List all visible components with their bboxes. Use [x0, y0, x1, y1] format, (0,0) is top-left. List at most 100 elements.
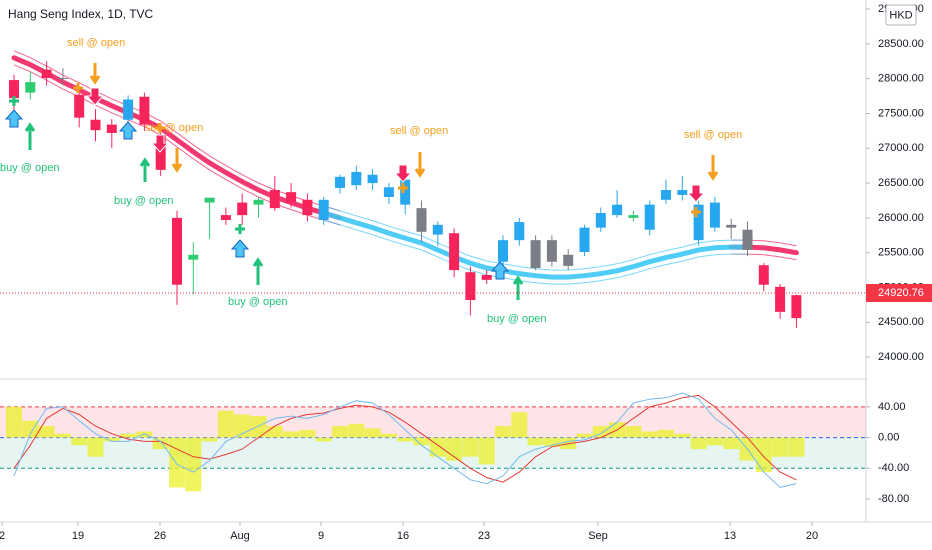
chart-title: Hang Seng Index, 1D, TVC: [8, 7, 154, 21]
annotation-arrow: [512, 275, 524, 300]
candle-body: [612, 204, 623, 216]
histogram-bar: [364, 428, 381, 438]
annotation: sell @ open: [67, 37, 125, 49]
histogram-bar: [185, 437, 202, 492]
histogram-bar: [283, 431, 300, 438]
annotation-arrow: [707, 155, 719, 181]
y-tick-label: -80.00: [878, 493, 909, 505]
histogram-bar: [22, 420, 39, 438]
candle-body: [726, 224, 737, 228]
candle-body: [595, 213, 606, 228]
cross-marker: [235, 224, 245, 234]
candle-body: [530, 240, 541, 269]
candle-body: [742, 229, 753, 250]
cross-marker: [73, 83, 83, 93]
x-tick-label: Aug: [230, 530, 250, 542]
currency-label[interactable]: HKD: [889, 9, 912, 21]
candle-body: [269, 190, 280, 209]
candle-body: [498, 240, 508, 262]
x-tick-label: 26: [154, 530, 166, 542]
candle-body: [351, 171, 362, 186]
histogram-bar: [103, 437, 120, 442]
candle-body: [400, 179, 411, 205]
histogram-bar: [543, 437, 560, 447]
x-tick-label: 20: [806, 530, 818, 542]
candle-body: [155, 135, 166, 170]
annotation: sell @ open: [684, 129, 742, 141]
y-tick-label: 27500.00: [878, 107, 924, 119]
candle-body: [318, 199, 329, 220]
y-tick-label: 26000.00: [878, 212, 924, 224]
candle-body: [74, 94, 85, 118]
oscillator-line: [13, 392, 797, 489]
x-tick-label: 9: [318, 530, 324, 542]
buy-marker: [4, 109, 24, 128]
buy-marker: [230, 239, 250, 258]
histogram-bar: [495, 426, 511, 438]
candle-body: [416, 208, 427, 232]
histogram-bar: [201, 437, 218, 442]
sell-marker: [150, 134, 170, 153]
y-tick-label: 0.00: [878, 431, 899, 443]
x-tick-label: 2: [0, 530, 5, 542]
currency-box[interactable]: [885, 4, 917, 26]
candle-body: [9, 80, 19, 99]
annotation: sell @ open: [390, 125, 448, 137]
annotation-arrow: [171, 148, 183, 173]
y-tick-label: 40.00: [878, 401, 906, 413]
candle-body: [465, 272, 476, 301]
candle-body: [253, 199, 264, 205]
histogram-bar: [690, 437, 707, 450]
histogram-bar: [38, 426, 55, 438]
y-tick-label: 28000.00: [878, 73, 924, 85]
annotation: sell @ open: [145, 122, 203, 134]
annotation-arrow: [414, 152, 426, 178]
histogram-bar: [674, 433, 691, 438]
histogram-bar: [788, 437, 805, 457]
x-tick-label: 19: [72, 530, 84, 542]
last-price-box: [866, 284, 932, 303]
candle-body: [677, 190, 688, 195]
histogram-bar: [87, 437, 104, 457]
histogram-bar: [658, 429, 674, 438]
histogram-bar: [576, 433, 593, 438]
sell-marker: [393, 164, 413, 183]
candle-body: [106, 124, 117, 133]
plot-layer: 29000.0028500.0028000.0027500.0027000.00…: [0, 3, 932, 542]
candle-body: [204, 197, 215, 203]
candle-body: [758, 265, 769, 285]
histogram-bar: [413, 437, 430, 446]
annotation-arrow: [89, 63, 101, 85]
histogram-bar: [429, 437, 446, 457]
y-tick-label: 25500.00: [878, 247, 924, 259]
candle-body: [172, 217, 182, 285]
y-tick-label: 24500.00: [878, 316, 924, 328]
annotation: buy @ open: [114, 195, 174, 207]
histogram-bar: [348, 423, 365, 438]
histogram-bar: [54, 433, 71, 438]
oscillator-line: [13, 394, 797, 483]
buy-marker: [490, 261, 510, 280]
candle-body: [286, 192, 297, 203]
candle-body: [563, 254, 574, 266]
level-band: [0, 406, 866, 438]
histogram-bar: [397, 437, 414, 442]
histogram-bar: [755, 437, 772, 473]
histogram-bar: [706, 437, 723, 446]
histogram-bar: [217, 410, 234, 438]
x-tick-label: 16: [397, 530, 409, 542]
cross-marker: [398, 183, 408, 193]
histogram-bar: [625, 426, 642, 438]
sell-marker: [85, 87, 105, 106]
sell-marker: [686, 184, 706, 203]
histogram-bar: [478, 437, 495, 465]
ribbon-line: [11, 55, 343, 221]
histogram-bar: [266, 426, 283, 438]
cross-marker: [691, 207, 701, 217]
candle-body: [449, 233, 460, 271]
candle-body: [90, 119, 101, 131]
ribbon-edge: [13, 50, 341, 212]
histogram-bar: [299, 429, 316, 438]
candle-body: [432, 224, 443, 235]
